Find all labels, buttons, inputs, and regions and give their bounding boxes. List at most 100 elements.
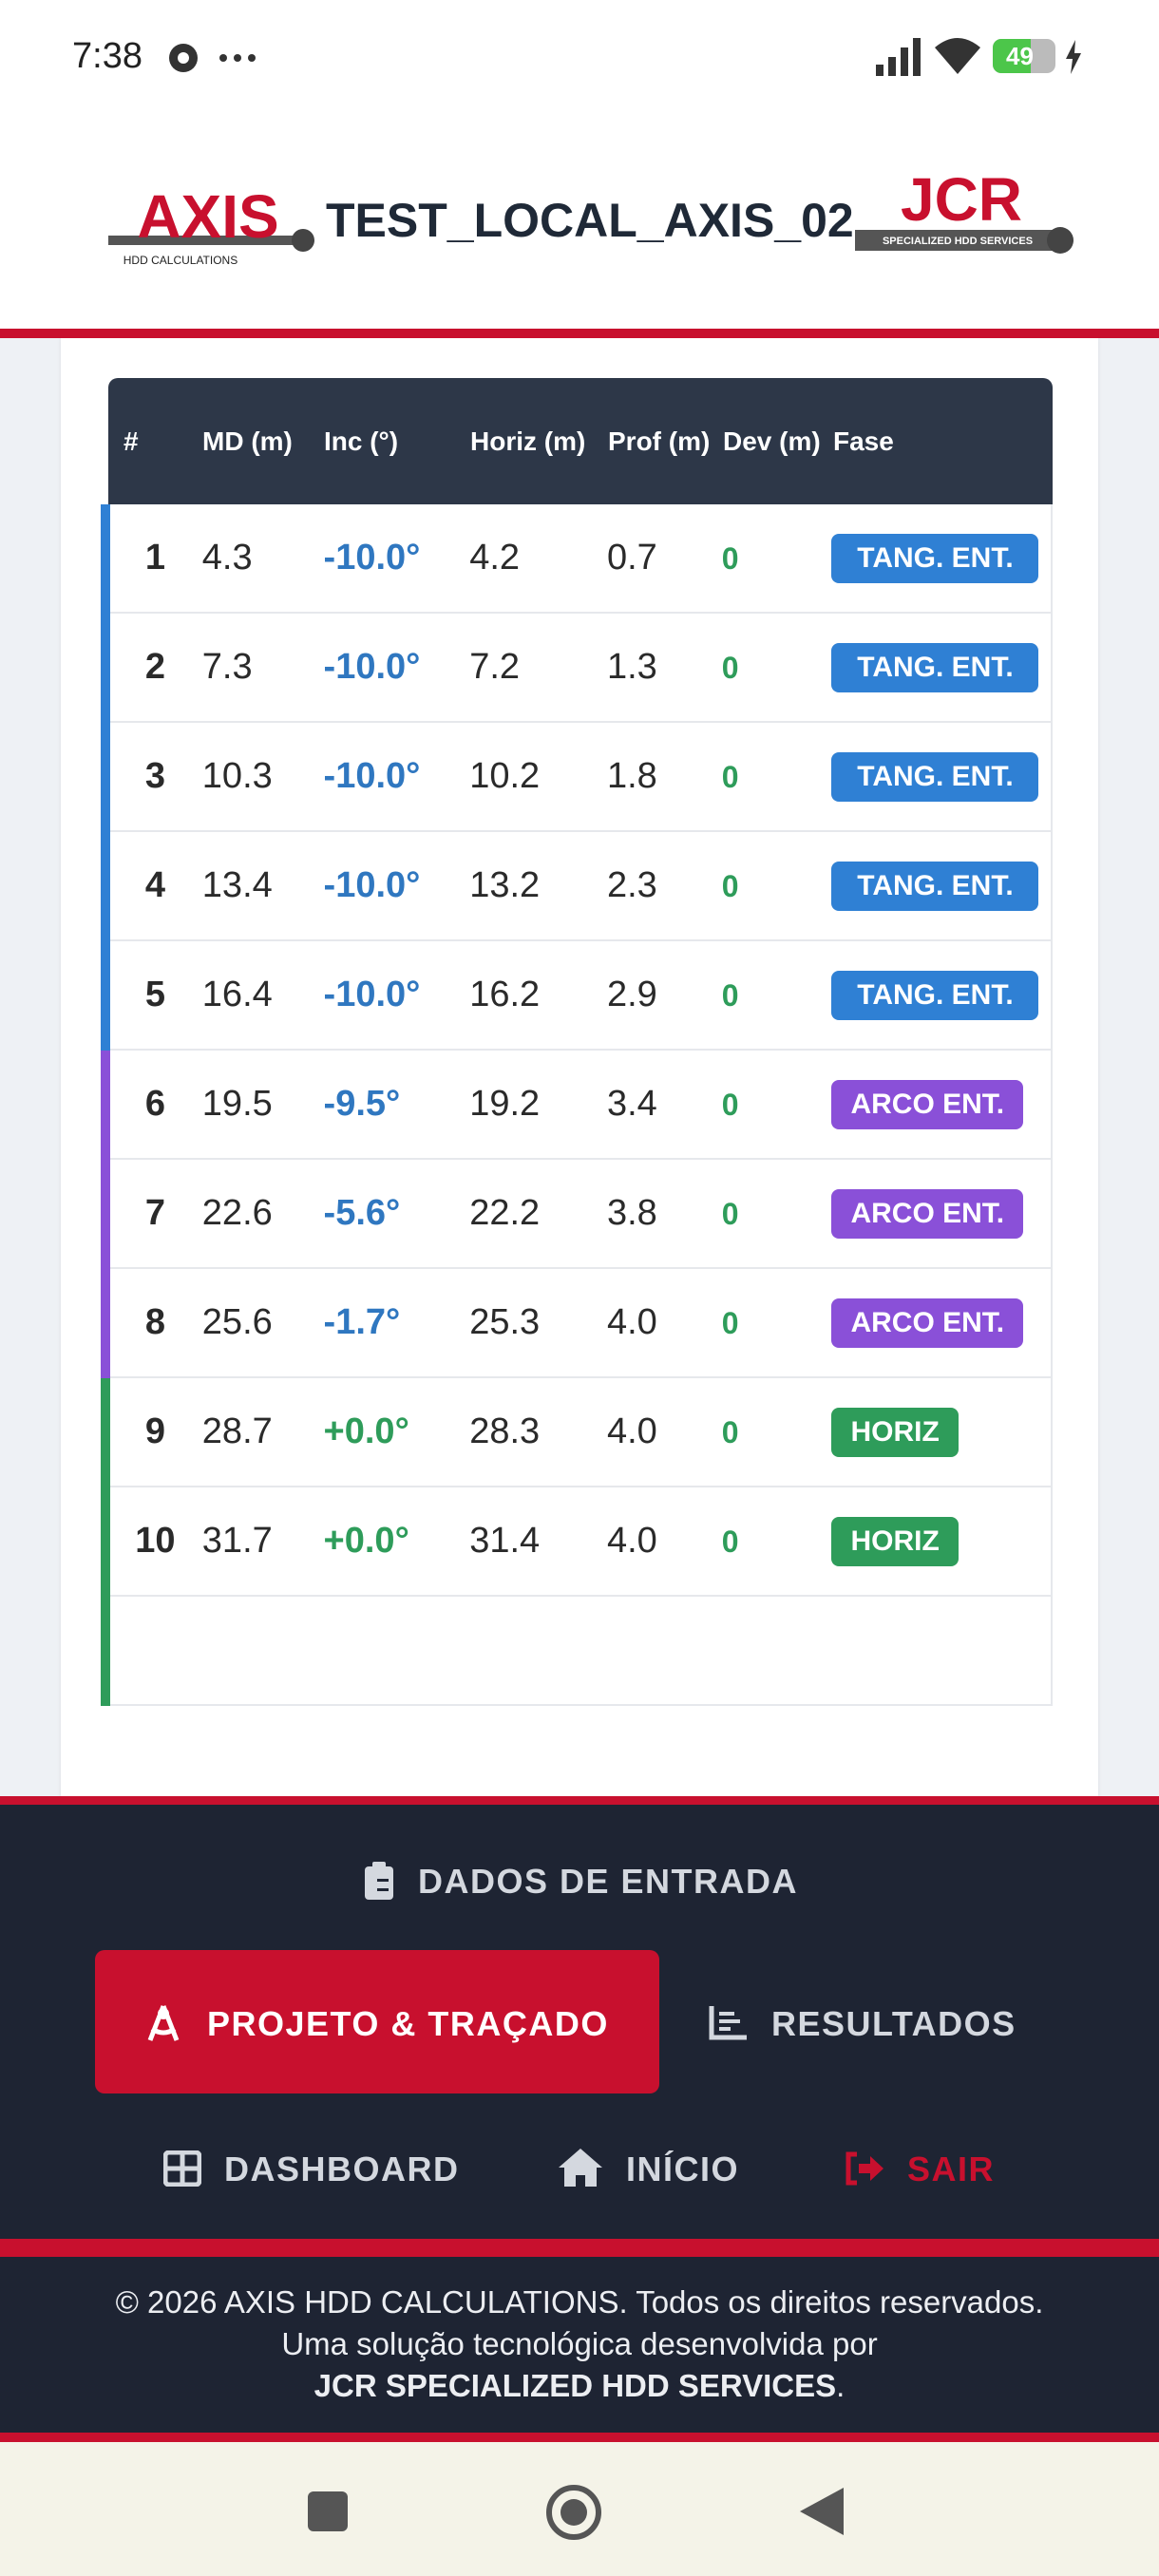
cell-text: 5 xyxy=(144,975,165,1014)
project-title: TEST_LOCAL_AXIS_02 xyxy=(326,194,854,247)
column-header: Dev (m) xyxy=(723,426,821,456)
axis-logo: AXIS HDD CALCULATIONS xyxy=(108,182,314,267)
footer-copyright: © 2026 AXIS HDD CALCULATIONS. Todos os d… xyxy=(115,2284,1044,2320)
cell: 7 xyxy=(108,1193,202,1234)
cell: TANG. ENT. xyxy=(831,751,1051,802)
divider xyxy=(0,329,1159,338)
cell: 0 xyxy=(722,647,832,688)
cell-text: -10.0° xyxy=(323,756,421,796)
logo-tagline: SPECIALIZED HDD SERVICES xyxy=(883,236,1033,247)
android-nav xyxy=(0,2442,1159,2576)
cell-text: 2 xyxy=(144,647,165,687)
phase-badge: TANG. ENT. xyxy=(831,861,1039,911)
cell-text: -10.0° xyxy=(323,975,421,1014)
cell-text: 0 xyxy=(721,760,739,794)
footer-credit: JCR SPECIALIZED HDD SERVICES. xyxy=(0,2365,1159,2407)
cell-text: 31.4 xyxy=(469,1521,541,1561)
nav-dados[interactable]: DADOS DE ENTRADA xyxy=(418,1862,799,1901)
recents-button[interactable] xyxy=(308,2491,348,2531)
phase-stripe xyxy=(101,941,110,1051)
cell-text: 2.3 xyxy=(606,865,657,905)
phase-stripe xyxy=(101,1051,110,1160)
cell-text: 16.4 xyxy=(201,975,273,1014)
phase-badge: HORIZ xyxy=(831,1407,959,1457)
clock: 7:38 xyxy=(72,36,142,76)
cell: 22.2 xyxy=(469,1193,607,1234)
cell: 3.4 xyxy=(607,1084,722,1125)
cell-text: 19.5 xyxy=(201,1084,273,1124)
chrome-icon xyxy=(169,44,198,72)
cell-text: 4.0 xyxy=(606,1521,657,1561)
phase-badge: ARCO ENT. xyxy=(831,1188,1024,1239)
cell: 2.9 xyxy=(607,975,722,1015)
cell: 16.4 xyxy=(202,975,324,1015)
cell: 4.0 xyxy=(607,1411,722,1452)
cell-text: 19.2 xyxy=(469,1084,541,1124)
phase-badge: TANG. ENT. xyxy=(831,642,1039,692)
cell: -10.0° xyxy=(324,975,470,1015)
cell-text: 25.3 xyxy=(469,1302,541,1342)
nav-projeto[interactable]: PROJETO & TRAÇADO xyxy=(207,2004,609,2043)
cell: TANG. ENT. xyxy=(831,533,1051,583)
cell-text: 22.2 xyxy=(469,1193,541,1233)
cell-text: +0.0° xyxy=(323,1411,409,1451)
cell: 7.2 xyxy=(469,647,607,688)
chart-icon xyxy=(709,2006,747,2040)
dashboard-icon xyxy=(163,2150,201,2187)
cell: -10.0° xyxy=(324,865,470,906)
cell-text: 0 xyxy=(721,651,739,685)
cell-text: 1.8 xyxy=(606,756,657,796)
nav-resultados[interactable]: RESULTADOS xyxy=(771,2004,1016,2043)
cell: 1 xyxy=(108,538,202,578)
cell: 6 xyxy=(108,1084,202,1125)
back-button[interactable] xyxy=(800,2488,844,2535)
cell-text: 0 xyxy=(721,978,739,1013)
phase-stripe xyxy=(101,723,110,832)
nav-sair[interactable]: SAIR xyxy=(907,2150,996,2188)
home-icon xyxy=(559,2149,602,2187)
cell-text: 3.8 xyxy=(606,1193,657,1233)
home-button[interactable] xyxy=(545,2484,602,2541)
charging-icon xyxy=(1066,40,1081,74)
cell: 28.7 xyxy=(202,1411,324,1452)
cell: HORIZ xyxy=(831,1516,1051,1566)
cell: 22.6 xyxy=(202,1193,324,1234)
nav-button-active[interactable] xyxy=(95,1950,659,2093)
cell: 4.0 xyxy=(607,1521,722,1562)
cell: ARCO ENT. xyxy=(831,1188,1051,1239)
bottom-nav: DADOS DE ENTRADA PROJETO & TRAÇADO RESUL… xyxy=(0,1796,1159,2239)
divider xyxy=(0,2433,1159,2442)
cell-text: 3.4 xyxy=(606,1084,657,1124)
cell-text: 0.7 xyxy=(606,538,657,578)
cell: 0 xyxy=(722,1411,832,1452)
status-bar: 7:38 49 xyxy=(0,0,1159,104)
cell: 0 xyxy=(722,538,832,578)
cell: 13.2 xyxy=(469,865,607,906)
cell-text: -10.0° xyxy=(323,865,421,905)
nav-dashboard[interactable]: DASHBOARD xyxy=(224,2150,460,2188)
footer: © 2026 AXIS HDD CALCULATIONS. Todos os d… xyxy=(0,2257,1159,2433)
cell-text: -1.7° xyxy=(323,1302,401,1342)
cell-text: 0 xyxy=(721,1525,739,1559)
table-row: 2 7.3 -10.0° 7.2 1.3 0 TANG. ENT. xyxy=(101,614,1053,723)
cell: -1.7° xyxy=(324,1302,470,1343)
cell: -10.0° xyxy=(324,538,470,578)
table-row: 3 10.3 -10.0° 10.2 1.8 0 TANG. ENT. xyxy=(101,723,1053,832)
cell-text: 0 xyxy=(721,869,739,903)
phase-badge: ARCO ENT. xyxy=(831,1297,1024,1348)
cell: 4.3 xyxy=(202,538,324,578)
cell: 0 xyxy=(722,1193,832,1234)
logo-tagline: HDD CALCULATIONS xyxy=(124,254,238,267)
cell: 19.2 xyxy=(469,1084,607,1125)
content: # MD (m) Inc (°) Horiz (m) Prof (m) Dev (m) Fa… xyxy=(0,338,1159,1796)
cell: 13.4 xyxy=(202,865,324,906)
cell: 16.2 xyxy=(469,975,607,1015)
nav-inicio[interactable]: INÍCIO xyxy=(626,2150,740,2188)
cell-text: 1 xyxy=(144,538,165,578)
cell-text: 28.7 xyxy=(201,1411,273,1451)
cell: 10.2 xyxy=(469,756,607,797)
cell: 28.3 xyxy=(469,1411,607,1452)
phase-stripe xyxy=(101,504,110,614)
cell: 1.8 xyxy=(607,756,722,797)
cell: 0 xyxy=(722,865,832,906)
